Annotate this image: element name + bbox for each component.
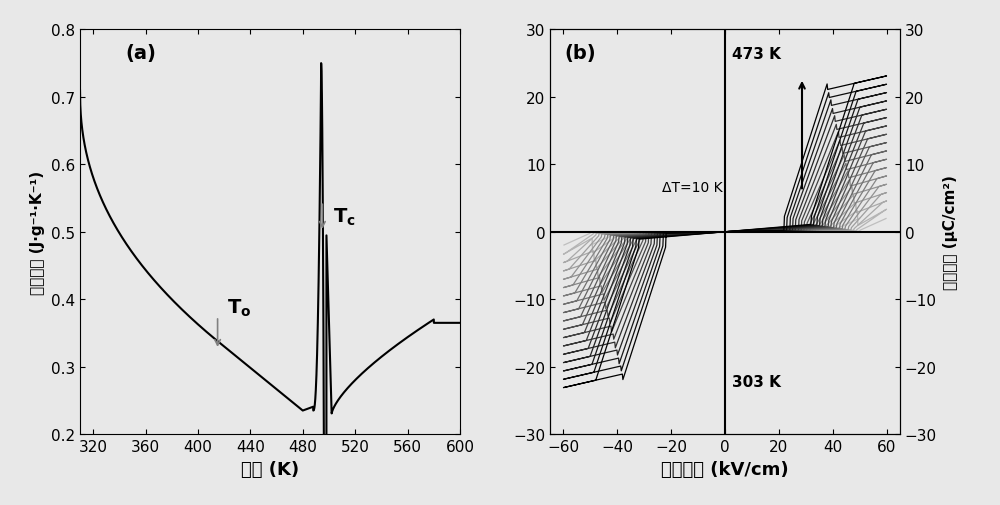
Text: (a): (a)	[126, 43, 156, 63]
X-axis label: 电场强度 (kV/cm): 电场强度 (kV/cm)	[661, 460, 789, 478]
X-axis label: 温度 (K): 温度 (K)	[241, 460, 299, 478]
Text: (b): (b)	[564, 43, 596, 63]
Text: 473 K: 473 K	[732, 46, 781, 62]
Text: ΔT=10 K: ΔT=10 K	[662, 181, 723, 195]
Text: $\mathbf{T_o}$: $\mathbf{T_o}$	[227, 297, 251, 318]
Text: 303 K: 303 K	[732, 374, 781, 389]
Y-axis label: 极化强度 (μC/cm²): 极化强度 (μC/cm²)	[943, 175, 958, 290]
Y-axis label: 比热系数 (J·g⁻¹·K⁻¹): 比热系数 (J·g⁻¹·K⁻¹)	[30, 170, 45, 294]
Text: $\mathbf{T_c}$: $\mathbf{T_c}$	[333, 206, 356, 227]
